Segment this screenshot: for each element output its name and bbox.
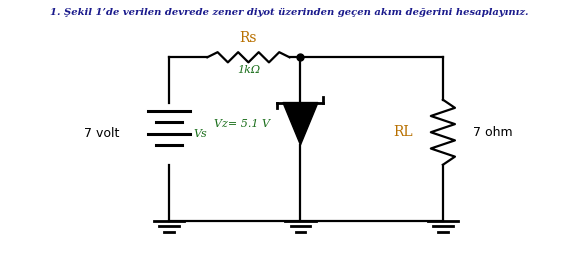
Text: Vs: Vs (193, 129, 207, 139)
Polygon shape (283, 103, 318, 145)
Text: 7 ohm: 7 ohm (473, 126, 512, 139)
Text: Vz= 5.1 V: Vz= 5.1 V (214, 119, 270, 129)
Text: 7 volt: 7 volt (84, 127, 119, 140)
Text: RL: RL (393, 125, 413, 139)
Text: 1. Şekil 1’de verilen devrede zener diyot üzerinden geçen akım değerini hesaplay: 1. Şekil 1’de verilen devrede zener diyo… (50, 8, 529, 17)
Text: 1kΩ: 1kΩ (237, 65, 260, 75)
Text: Rs: Rs (240, 30, 257, 45)
